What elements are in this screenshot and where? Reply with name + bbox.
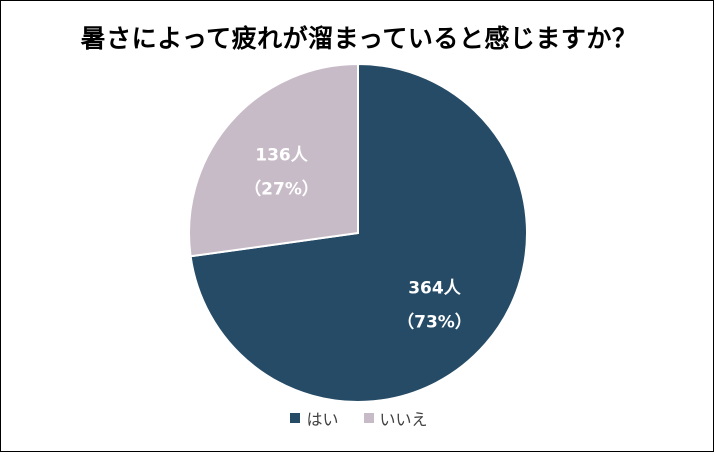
legend-item-yes: はい bbox=[290, 406, 338, 430]
data-label-count-yes: 364人 bbox=[408, 279, 461, 299]
chart-title: 暑さによって疲れが溜まっていると感じますか？ bbox=[80, 24, 638, 53]
data-label-count-no: 136人 bbox=[255, 145, 308, 165]
legend-label-yes: はい bbox=[306, 410, 339, 429]
legend-label-no: いいえ bbox=[379, 410, 428, 429]
legend-swatch-yes bbox=[290, 413, 301, 423]
data-label-percent-yes: （73%） bbox=[397, 312, 472, 333]
legend-item-no: いいえ bbox=[363, 406, 428, 430]
pie-slice-no bbox=[188, 62, 359, 258]
data-label-percent-no: （27%） bbox=[244, 178, 319, 199]
legend: はい いいえ bbox=[1, 406, 716, 430]
legend-swatch-no bbox=[363, 413, 374, 423]
